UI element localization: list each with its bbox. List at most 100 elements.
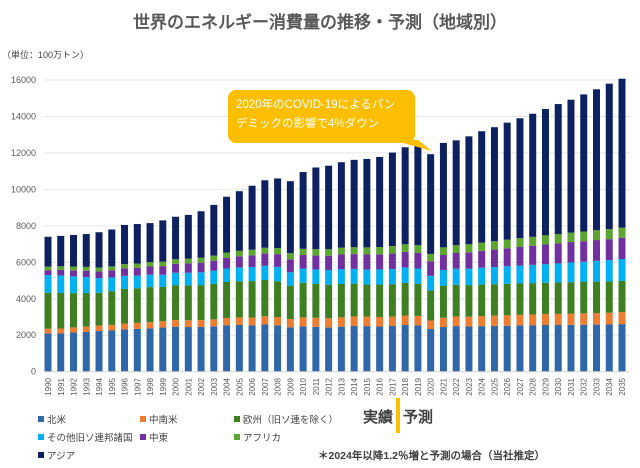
legend-item: 中南米 [140,412,178,426]
bar-segment-2001 [184,285,192,321]
bar-segment-2022 [452,253,460,269]
bar-segment-2003 [210,204,218,256]
bar-segment-2026 [503,239,511,249]
bar-segment-1992 [70,270,78,277]
bar-segment-2009 [286,319,294,328]
legend-swatch [140,416,146,422]
bar-segment-1995 [108,324,116,331]
bar-segment-2030 [554,234,562,244]
bar-segment-2014 [350,283,358,317]
bar-segment-2019 [414,268,422,284]
bar-segment-2031 [567,282,575,314]
bar-segment-1990 [44,292,52,329]
x-tick-label: 2022 [452,377,461,395]
bar-segment-2008 [274,254,282,267]
bar-segment-2017 [388,253,396,270]
bar-segment-2035 [618,312,626,325]
bar-segment-2033 [592,312,600,325]
bar-segment-2024 [478,267,486,285]
bar-segment-2028 [529,283,537,315]
bar-segment-2015 [363,254,371,270]
annotation-text: 2020年のCOVID-19によるパン デミックの影響で4%ダウン [236,99,396,130]
x-tick-label: 2013 [337,377,346,395]
bar-segment-2031 [567,99,575,233]
y-tick-label: 6000 [16,257,36,267]
bar-segment-2008 [274,325,282,372]
bar-segment-2029 [541,264,549,283]
bar-segment-2025 [490,249,498,268]
bar-segment-2032 [580,313,588,325]
bar-segment-1998 [146,328,154,372]
bar-segment-2005 [235,317,243,326]
bar-segment-2023 [465,326,473,372]
x-tick-label: 1997 [133,377,142,395]
y-tick-label: 12000 [11,148,36,158]
bar-segment-2034 [605,83,613,230]
bar-segment-2016 [376,284,384,318]
bar-segment-1996 [121,224,129,265]
x-tick-label: 2021 [439,377,448,395]
bar-segment-1992 [70,293,78,328]
bar-segment-1996 [121,264,129,269]
x-tick-label: 2024 [478,377,487,395]
bar-segment-1998 [146,287,154,323]
bar-segment-2002 [197,320,205,327]
bar-segment-2018 [401,244,409,252]
legend-swatch [38,434,44,440]
x-tick-label: 2000 [172,377,181,395]
bar-segment-1996 [121,275,129,289]
bar-segment-2003 [210,283,218,320]
bar-segment-2030 [554,243,562,264]
bar-segment-2013 [337,269,345,285]
footnote: ＊2024年以降1.2％増と予測の場合（当社推定） [318,450,545,462]
x-tick-label: 2005 [235,377,244,395]
bar-segment-2000 [172,326,180,372]
bar-segment-1993 [82,326,90,332]
bar-segment-1994 [95,267,103,272]
bar-segment-2008 [274,248,282,255]
bar-segment-2018 [401,147,409,245]
forecast-label: 予測 [403,409,434,426]
bar-segment-2019 [414,315,422,326]
bar-segment-1998 [146,223,154,263]
bar-segment-1998 [146,322,154,329]
bar-segment-2008 [274,178,282,249]
bar-segment-1995 [108,270,116,278]
bar-segment-2034 [605,312,613,325]
bar-segment-2009 [286,285,294,320]
bar-segment-2022 [452,140,460,246]
bar-segment-2031 [567,242,575,263]
bar-segment-2035 [618,324,626,372]
bar-segment-2012 [325,249,333,256]
bar-segment-2009 [286,181,294,254]
bar-segment-2002 [197,211,205,258]
bar-segment-1992 [70,327,78,333]
bar-segment-2022 [452,316,460,327]
bar-segment-1997 [133,322,141,329]
x-tick-label: 2011 [312,377,321,395]
bar-segment-1993 [82,277,90,293]
bar-segment-2010 [299,248,307,256]
bar-segment-2019 [414,245,422,253]
bar-segment-2015 [363,247,371,255]
x-tick-label: 2014 [350,377,359,395]
x-tick-label: 2003 [210,377,219,395]
bar-segment-2031 [567,232,575,243]
bar-segment-2024 [478,131,486,243]
legend-item: 欧州（旧ソ連を除く） [234,412,338,426]
bar-segment-2035 [618,280,626,313]
bar-segment-2033 [592,89,600,231]
bar-segment-2001 [184,214,192,259]
legend-label: 中東 [149,433,169,444]
bar-segment-2021 [439,327,447,372]
bar-segment-1990 [44,275,52,293]
bar-segment-2027 [516,283,524,315]
bar-segment-2024 [478,284,486,317]
bar-segment-2014 [350,325,358,372]
bar-segment-2013 [337,284,345,318]
bar-segment-2022 [452,284,460,317]
bar-segment-2007 [261,180,269,248]
bar-segment-2008 [274,266,282,282]
bar-segment-2023 [465,268,473,286]
bar-segment-2009 [286,272,294,286]
